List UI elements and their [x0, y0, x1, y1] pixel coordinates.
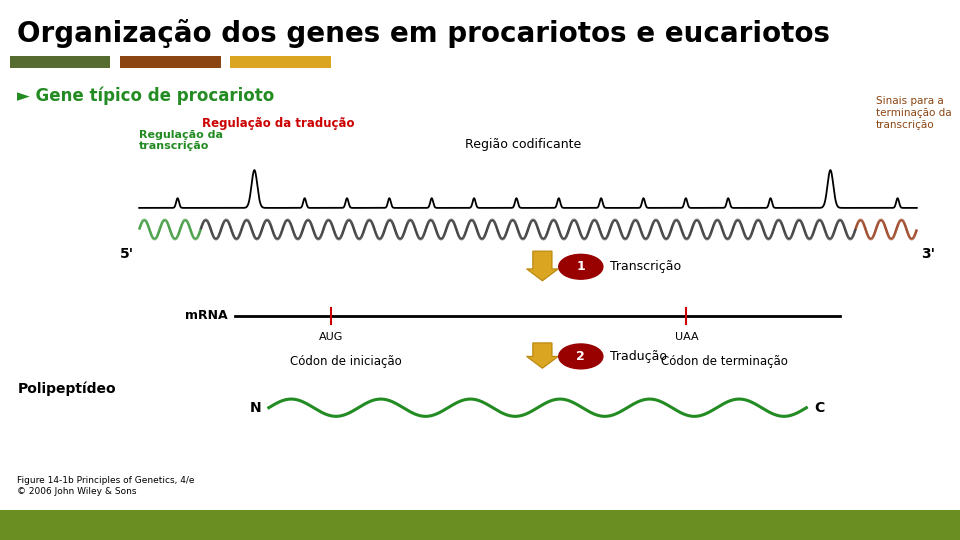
- Text: Figure 14-1b Principles of Genetics, 4/e
© 2006 John Wiley & Sons: Figure 14-1b Principles of Genetics, 4/e…: [17, 476, 195, 496]
- Bar: [120, 56, 221, 68]
- Bar: [230, 56, 331, 68]
- Text: C: C: [814, 401, 825, 415]
- Text: Regulação da tradução: Regulação da tradução: [203, 117, 354, 130]
- Text: Organização dos genes em procariotos e eucariotos: Organização dos genes em procariotos e e…: [17, 19, 830, 48]
- Text: Tradução: Tradução: [610, 350, 666, 363]
- Bar: [10, 56, 110, 68]
- Text: 2: 2: [576, 350, 586, 363]
- Text: Sinais para a
terminação da
transcrição: Sinais para a terminação da transcrição: [876, 97, 951, 130]
- Text: Transcrição: Transcrição: [610, 260, 681, 273]
- Text: 5': 5': [120, 247, 134, 261]
- Text: Região codificante: Região codificante: [465, 138, 582, 151]
- Text: N: N: [250, 401, 261, 415]
- Circle shape: [559, 254, 603, 279]
- Text: Regulação da
transcrição: Regulação da transcrição: [139, 130, 223, 151]
- Circle shape: [559, 344, 603, 369]
- Text: UAA: UAA: [675, 332, 698, 342]
- Text: 3': 3': [922, 247, 936, 261]
- Text: AUG: AUG: [319, 332, 344, 342]
- FancyArrow shape: [526, 343, 558, 368]
- Text: Códon de iniciação: Códon de iniciação: [290, 355, 401, 368]
- Text: ► Gene típico de procarioto: ► Gene típico de procarioto: [17, 86, 275, 105]
- Text: Códon de terminação: Códon de terminação: [661, 355, 788, 368]
- Bar: [0, 510, 960, 540]
- Text: mRNA: mRNA: [185, 309, 228, 322]
- Text: 1: 1: [576, 260, 586, 273]
- Text: Polipeptídeo: Polipeptídeo: [17, 382, 116, 396]
- FancyArrow shape: [526, 251, 558, 281]
